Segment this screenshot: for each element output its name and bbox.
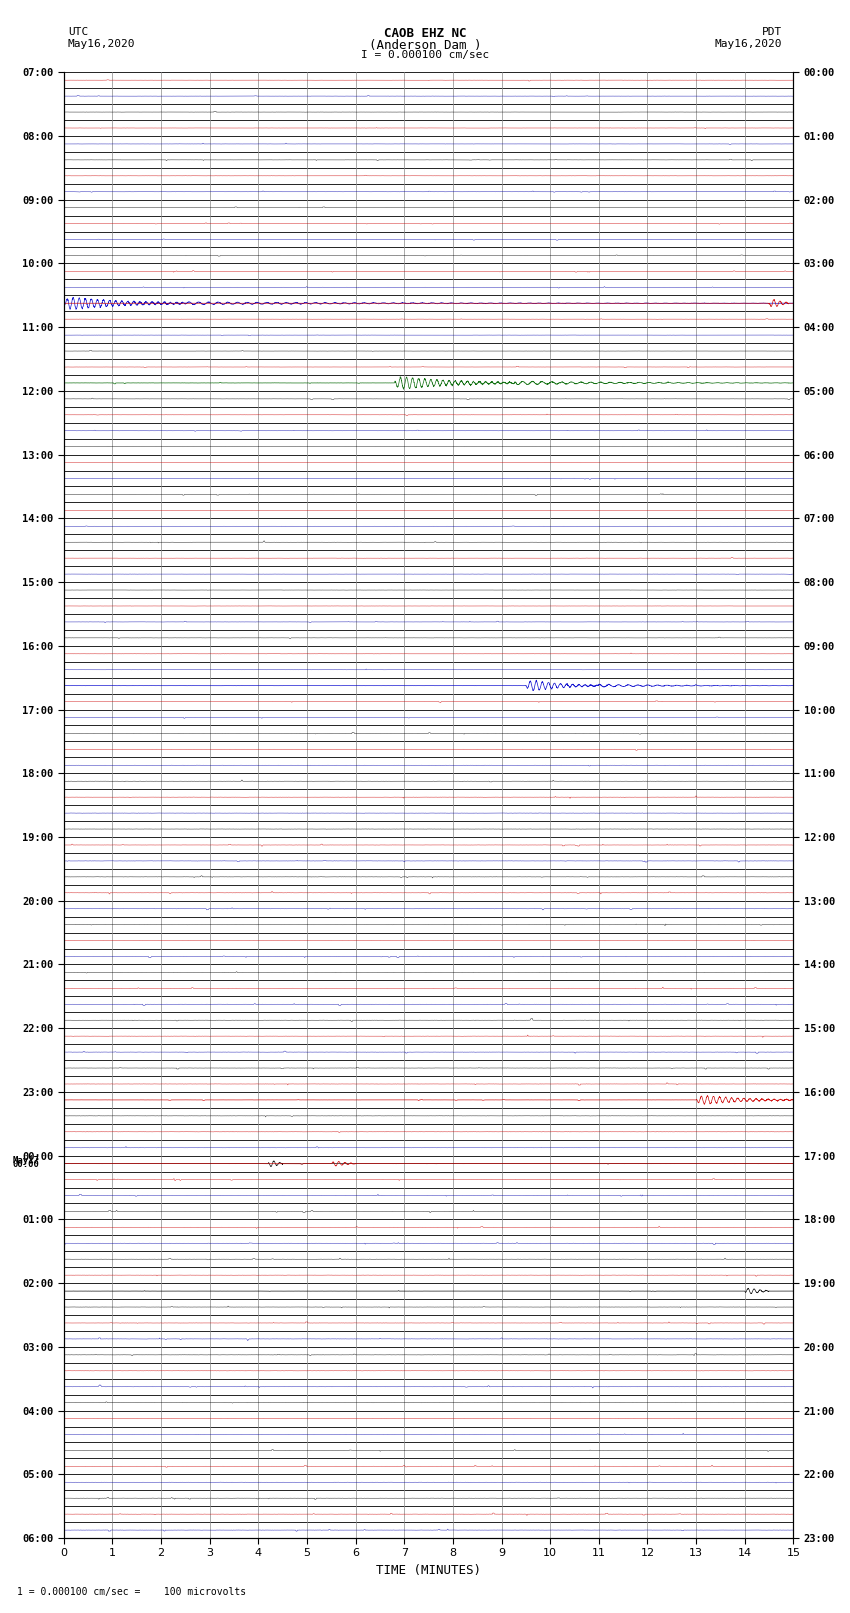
Text: I = 0.000100 cm/sec: I = 0.000100 cm/sec [361,50,489,60]
Text: May17: May17 [13,1155,39,1165]
Text: May16,2020: May16,2020 [68,39,135,48]
Text: CAOB EHZ NC: CAOB EHZ NC [383,27,467,40]
Text: (Anderson Dam ): (Anderson Dam ) [369,39,481,52]
Text: 00:00: 00:00 [13,1160,39,1169]
Text: UTC: UTC [68,27,88,37]
X-axis label: TIME (MINUTES): TIME (MINUTES) [376,1565,481,1578]
Text: May16,2020: May16,2020 [715,39,782,48]
Text: PDT: PDT [762,27,782,37]
Text: 1 = 0.000100 cm/sec =    100 microvolts: 1 = 0.000100 cm/sec = 100 microvolts [17,1587,246,1597]
